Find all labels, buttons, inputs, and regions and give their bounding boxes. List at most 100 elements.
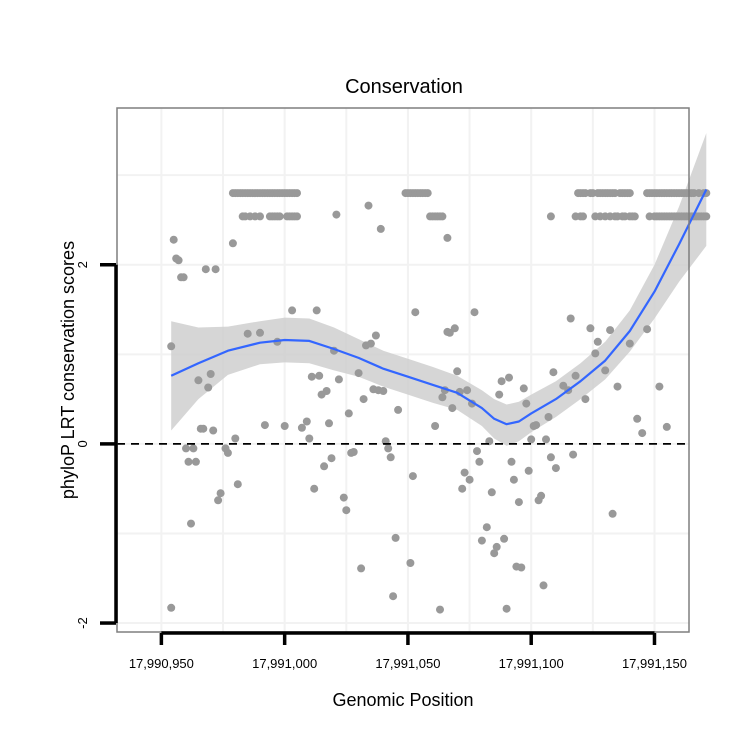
data-point <box>505 373 513 382</box>
data-point <box>662 422 671 431</box>
data-point <box>532 421 541 430</box>
data-point <box>389 592 398 601</box>
data-point <box>448 404 457 413</box>
y-tick-label: -2 <box>75 617 90 629</box>
data-point <box>167 342 176 351</box>
data-point <box>546 453 555 462</box>
data-point <box>312 306 321 315</box>
data-point <box>630 212 639 221</box>
data-point <box>569 450 578 459</box>
data-point <box>487 488 496 497</box>
y-tick-label: 2 <box>75 261 90 268</box>
data-point <box>349 448 358 456</box>
data-point <box>702 212 711 221</box>
data-point <box>199 424 208 433</box>
data-point <box>394 405 403 414</box>
data-point <box>460 468 469 477</box>
data-point <box>233 480 242 489</box>
data-point <box>376 224 385 233</box>
data-point <box>593 337 602 346</box>
data-point <box>470 308 479 317</box>
x-axis-title: Genomic Position <box>332 690 473 710</box>
data-point <box>482 523 491 532</box>
data-point <box>477 536 486 545</box>
confidence-band <box>171 133 707 446</box>
data-point <box>411 308 420 317</box>
data-point <box>315 371 324 380</box>
data-point <box>334 375 343 384</box>
data-point <box>211 265 220 274</box>
data-point <box>406 559 415 567</box>
data-point <box>586 324 595 333</box>
data-point <box>601 366 610 375</box>
data-point <box>354 369 363 378</box>
y-tick-label: 0 <box>75 440 90 447</box>
plot-panel <box>116 107 711 633</box>
data-point <box>443 233 452 242</box>
data-point <box>495 390 504 399</box>
data-point <box>539 581 548 590</box>
data-point <box>364 201 373 210</box>
data-point <box>297 423 306 432</box>
data-point <box>204 383 213 392</box>
data-point <box>606 326 615 335</box>
data-point <box>463 386 472 395</box>
data-point <box>191 457 200 466</box>
data-point <box>450 324 459 333</box>
data-point <box>465 475 474 484</box>
data-points <box>167 189 711 614</box>
data-point <box>473 447 481 456</box>
data-point <box>502 604 511 613</box>
data-point <box>633 414 642 423</box>
data-point <box>332 210 341 219</box>
data-point <box>386 453 395 462</box>
data-point <box>492 542 501 551</box>
x-axis: 17,990,950 17,991,000 17,991,050 17,991,100… <box>129 631 687 671</box>
data-point <box>280 422 289 430</box>
data-point <box>256 328 264 337</box>
data-point <box>608 509 617 518</box>
data-point <box>517 563 526 572</box>
data-point <box>366 339 375 348</box>
data-point <box>344 409 353 418</box>
data-point <box>223 448 232 457</box>
x-tick-label: 17,991,050 <box>375 656 440 671</box>
data-point <box>643 325 652 334</box>
y-axis-title: phyloP LRT conservation scores <box>58 241 78 499</box>
data-point <box>302 417 311 426</box>
data-point <box>453 367 462 376</box>
data-point <box>169 235 178 244</box>
data-point <box>167 603 176 612</box>
data-point <box>613 382 622 391</box>
data-point <box>507 457 516 466</box>
data-point <box>514 498 523 507</box>
data-point <box>546 212 555 221</box>
data-point <box>216 489 225 498</box>
data-point <box>436 605 444 614</box>
data-point <box>201 265 210 274</box>
data-point <box>551 464 560 473</box>
data-point <box>379 387 388 395</box>
data-point <box>371 331 380 340</box>
data-point <box>524 466 533 475</box>
data-point <box>231 434 240 443</box>
data-point <box>638 429 647 438</box>
y-axis: -2 0 2 <box>75 261 118 629</box>
data-point <box>342 506 351 515</box>
data-point <box>475 457 484 466</box>
x-tick-label: 17,991,150 <box>622 656 687 671</box>
data-point <box>256 212 264 221</box>
data-point <box>384 444 393 453</box>
data-point <box>310 484 319 493</box>
data-point <box>327 454 336 463</box>
x-tick-label: 17,991,100 <box>499 656 564 671</box>
data-point <box>182 444 190 453</box>
data-point <box>359 395 368 404</box>
data-point <box>537 491 546 500</box>
data-point <box>187 519 195 528</box>
data-point <box>490 549 499 558</box>
data-point <box>509 475 518 484</box>
smooth-trend-line <box>170 189 708 426</box>
data-point <box>293 189 301 198</box>
data-point <box>519 384 528 393</box>
